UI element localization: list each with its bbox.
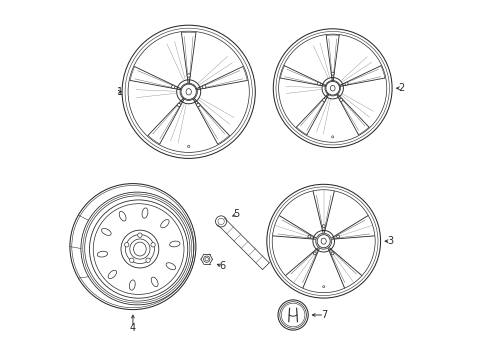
Circle shape xyxy=(202,85,205,89)
Circle shape xyxy=(331,136,333,138)
Ellipse shape xyxy=(108,270,116,279)
Circle shape xyxy=(177,103,181,107)
Ellipse shape xyxy=(97,251,107,257)
Circle shape xyxy=(345,82,347,85)
Text: 1: 1 xyxy=(117,87,123,97)
Text: 2: 2 xyxy=(397,83,404,93)
Circle shape xyxy=(317,82,320,85)
Circle shape xyxy=(124,243,129,247)
Ellipse shape xyxy=(129,280,135,290)
Circle shape xyxy=(145,258,150,262)
Circle shape xyxy=(330,252,333,255)
Text: 7: 7 xyxy=(321,310,327,320)
Circle shape xyxy=(322,286,324,288)
Text: 4: 4 xyxy=(130,323,136,333)
Circle shape xyxy=(313,252,316,255)
Circle shape xyxy=(129,258,134,262)
Ellipse shape xyxy=(142,208,147,218)
Circle shape xyxy=(187,145,189,148)
Circle shape xyxy=(336,235,339,238)
Text: 5: 5 xyxy=(233,209,239,219)
Circle shape xyxy=(171,85,175,89)
Ellipse shape xyxy=(151,277,158,287)
Circle shape xyxy=(339,99,342,102)
Ellipse shape xyxy=(119,211,126,221)
Circle shape xyxy=(138,233,142,237)
Text: 6: 6 xyxy=(219,261,225,271)
Circle shape xyxy=(196,103,200,107)
Circle shape xyxy=(322,225,325,228)
Ellipse shape xyxy=(102,228,111,235)
Circle shape xyxy=(322,99,325,102)
Circle shape xyxy=(307,235,310,238)
Circle shape xyxy=(186,74,190,77)
Ellipse shape xyxy=(161,220,169,228)
Ellipse shape xyxy=(169,241,180,247)
Text: 3: 3 xyxy=(386,236,392,246)
Circle shape xyxy=(151,243,155,247)
Circle shape xyxy=(330,72,333,75)
Ellipse shape xyxy=(166,263,175,270)
